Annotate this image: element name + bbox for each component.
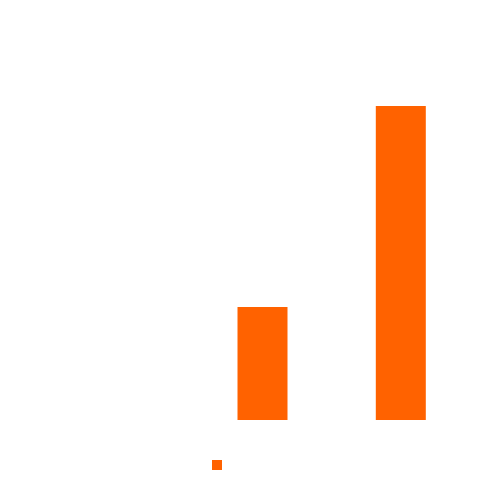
bar-2: [237, 307, 288, 420]
bar-3: [375, 106, 426, 420]
bar-series: [237, 106, 426, 420]
legend-color-marker: [212, 460, 222, 470]
